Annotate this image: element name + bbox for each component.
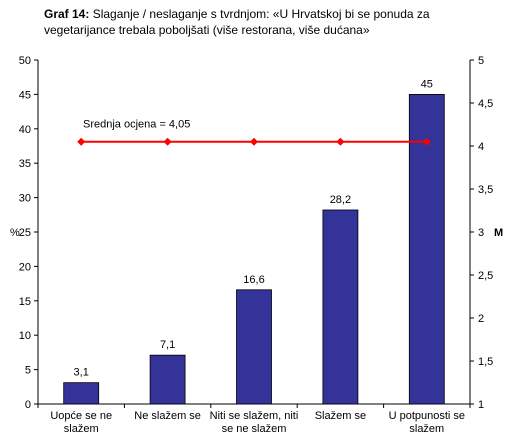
x-category-label: se ne slažem xyxy=(222,423,287,435)
x-category-label: Niti se slažem, niti xyxy=(210,410,299,422)
chart-title-text: Slaganje / neslaganje s tvrdnjom: «U Hrv… xyxy=(44,7,430,37)
y-tick-label: 25 xyxy=(19,227,31,239)
bar xyxy=(408,94,445,405)
y-tick-label: 45 xyxy=(19,89,31,101)
y-tick-label: 35 xyxy=(19,158,31,170)
y-tick-label: 0 xyxy=(25,399,31,411)
bar-value-label: 7,1 xyxy=(160,339,175,351)
y-tick-label: 50 xyxy=(19,55,31,67)
mean-marker xyxy=(77,137,86,146)
y2-tick-label: 3 xyxy=(478,227,484,239)
chart-title-prefix: Graf 14: xyxy=(44,7,90,21)
x-category-label: slažem xyxy=(409,423,444,435)
x-category-label: Slažem se xyxy=(315,410,366,422)
y2-tick-label: 4,5 xyxy=(478,98,493,110)
mean-marker xyxy=(250,137,258,146)
bar xyxy=(149,354,186,405)
x-category-label: U potpunosti se xyxy=(389,410,465,422)
y-tick-label: 15 xyxy=(19,296,31,308)
bar xyxy=(63,382,100,405)
mean-marker xyxy=(336,137,345,146)
y-tick-label: 30 xyxy=(19,193,31,205)
y-tick-label: 40 xyxy=(19,124,31,136)
y-tick-label: 10 xyxy=(19,330,31,342)
y2-tick-label: 4 xyxy=(478,141,484,153)
y2-axis-label: M xyxy=(494,227,503,239)
x-category-label: Ne slažem se xyxy=(134,410,201,422)
chart-title: Graf 14: Slaganje / neslaganje s tvrdnjo… xyxy=(44,6,484,38)
y2-tick-label: 3,5 xyxy=(478,184,493,196)
y2-tick-label: 2 xyxy=(478,313,484,325)
y2-tick-label: 1,5 xyxy=(478,356,493,368)
bar-value-label: 16,6 xyxy=(243,274,264,286)
y-tick-label: 20 xyxy=(19,261,31,273)
mean-marker xyxy=(163,137,172,146)
mean-marker xyxy=(422,137,431,146)
bar-value-label: 45 xyxy=(421,78,433,90)
y2-tick-label: 2,5 xyxy=(478,270,493,282)
y-axis-label: % xyxy=(10,227,20,239)
y2-tick-label: 5 xyxy=(478,55,484,67)
bar xyxy=(322,209,359,405)
bar-value-label: 28,2 xyxy=(330,194,351,206)
y-tick-label: 5 xyxy=(25,365,31,377)
bar-value-label: 3,1 xyxy=(74,367,89,379)
mean-line-label: Srednja ocjena = 4,05 xyxy=(83,119,190,131)
x-category-label: slažem xyxy=(64,423,99,435)
x-category-label: Uopće se ne xyxy=(50,410,112,422)
y2-tick-label: 1 xyxy=(478,399,484,411)
bar xyxy=(236,289,272,405)
